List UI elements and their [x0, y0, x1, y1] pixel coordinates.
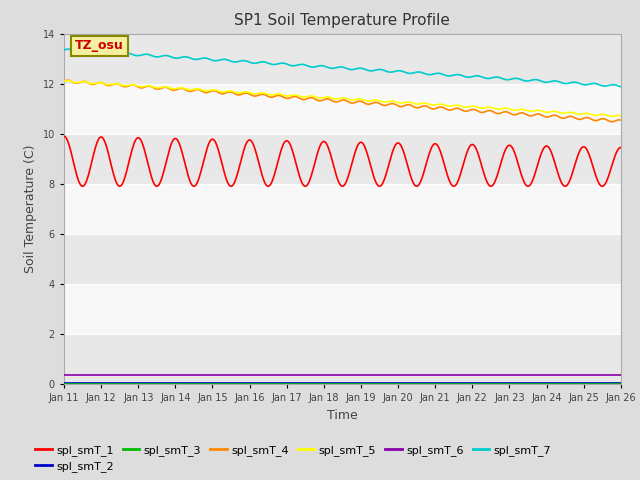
Text: TZ_osu: TZ_osu — [75, 39, 124, 52]
Bar — [64, 84, 621, 134]
Bar — [64, 34, 621, 84]
Bar — [64, 184, 621, 234]
Bar — [64, 284, 621, 334]
Y-axis label: Soil Temperature (C): Soil Temperature (C) — [24, 144, 37, 273]
X-axis label: Time: Time — [327, 408, 358, 421]
Bar — [64, 234, 621, 284]
Title: SP1 Soil Temperature Profile: SP1 Soil Temperature Profile — [234, 13, 451, 28]
Bar — [64, 134, 621, 184]
Bar — [64, 334, 621, 384]
Legend: spl_smT_1, spl_smT_2, spl_smT_3, spl_smT_4, spl_smT_5, spl_smT_6, spl_smT_7: spl_smT_1, spl_smT_2, spl_smT_3, spl_smT… — [31, 440, 556, 477]
